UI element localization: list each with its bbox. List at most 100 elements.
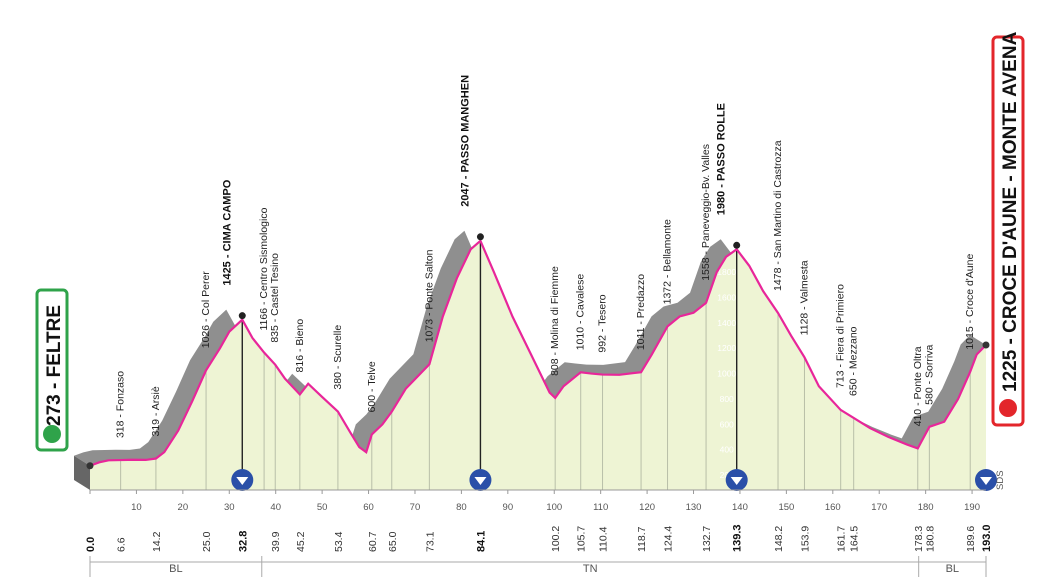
axis-layer: 10 20 30 40 50 60 70 80 90 100 110 120 130 140 150 160 1…	[85, 489, 993, 577]
location-label: 992 - Tesero	[597, 294, 609, 352]
x-tick-label: 20	[178, 502, 189, 513]
location-label: 1478 - San Martino di Castrozza	[772, 140, 784, 291]
location-label: 1010 - Cavalese	[575, 274, 587, 351]
location-label: 1372 - Bellamonte	[662, 219, 674, 304]
road-layer	[86, 233, 990, 470]
x-tick-label: 150	[778, 502, 794, 513]
km-label: 110.4	[598, 526, 610, 552]
region-label: TN	[583, 563, 598, 575]
km-label: 60.7	[367, 531, 379, 552]
x-tick-label: 170	[871, 502, 887, 513]
x-tick-label: 110	[593, 502, 608, 513]
x-tick-label: 120	[639, 502, 655, 513]
location-label: 835 - Castel Tesino	[269, 253, 281, 343]
km-label: 32.8	[237, 531, 249, 552]
km-label: 14.2	[151, 531, 163, 552]
x-tick-label: 60	[363, 502, 374, 513]
climb-label: 1425 - CIMA CAMPO	[221, 179, 233, 285]
location-label: 1073 - Ponte Salton	[423, 249, 435, 342]
km-label: 193.0	[981, 524, 993, 552]
x-tick-label: 10	[131, 502, 142, 513]
finish-box: 1225 - CROCE D'AUNE - MONTE AVENA	[991, 31, 1025, 427]
x-tick-label: 30	[224, 502, 235, 513]
km-label: 100.2	[550, 526, 562, 552]
location-label: 650 - Mezzano	[848, 326, 860, 396]
location-label: 1128 - Valmesta	[798, 260, 810, 335]
km-label: 53.4	[333, 531, 345, 552]
sds-label: SDS	[995, 470, 1006, 490]
altitude-tick-label: 800	[720, 394, 734, 404]
km-label: 132.7	[701, 526, 713, 552]
endpoint-dot	[86, 462, 94, 470]
x-tick-label: 160	[825, 502, 841, 513]
x-tick-label: 70	[410, 502, 421, 513]
endpoint-dot	[982, 341, 990, 349]
profile-fill	[90, 240, 986, 490]
grid-layer: 200 400 600 800 1000 1200 1400 1600 1800	[120, 236, 971, 490]
triangle-icon	[980, 477, 992, 485]
km-label: 148.2	[773, 526, 785, 552]
altitude-tick-label: 1000	[717, 369, 736, 379]
km-label: 153.9	[799, 526, 811, 552]
km-label: 105.7	[576, 526, 588, 552]
location-label: 380 - Scurelle	[332, 325, 344, 390]
bicycle-icon	[43, 425, 61, 443]
location-label: 808 - Molina di Fiemme	[549, 266, 561, 376]
location-label: 1015 - Croce d'Aune	[964, 254, 976, 350]
fill-layer	[90, 240, 986, 490]
km-label: 164.5	[849, 526, 861, 552]
triangle-icon	[730, 477, 743, 485]
x-tick-label: 40	[270, 502, 281, 513]
bicycle-icon	[999, 399, 1017, 417]
altitude-tick-label: 1800	[717, 267, 736, 277]
km-label: 39.9	[270, 531, 282, 552]
altitude-tick-label: 200	[720, 470, 734, 480]
km-label: 25.0	[201, 531, 213, 552]
summit-dot	[238, 312, 246, 320]
location-label: 816 - Bieno	[294, 319, 306, 373]
location-label: 319 - Arsiè	[150, 386, 162, 436]
location-label: 1011 - Predazzo	[635, 274, 647, 350]
altitude-tick-label: 600	[720, 419, 734, 429]
km-label: 6.6	[116, 537, 128, 552]
km-label: 118.7	[636, 526, 648, 552]
km-label: 73.1	[424, 531, 436, 552]
location-label: 600 - Telve	[366, 361, 378, 412]
location-label: 580 - Sorriva	[923, 345, 935, 405]
altitude-tick-label: 400	[720, 445, 734, 455]
location-label: 410 - Ponte Oltra	[912, 346, 924, 426]
road-line	[89, 238, 987, 467]
km-label: 161.7	[836, 526, 848, 552]
km-label: 189.6	[965, 526, 977, 552]
km-label: 180.8	[924, 526, 936, 552]
climb-label: 1980 - PASSO ROLLE	[716, 103, 728, 215]
start-label: 273 - FELTRE	[44, 305, 65, 426]
location-label: 1166 - Centro Sismologico	[258, 207, 270, 330]
climb-label: 2047 - PASSO MANGHEN	[459, 75, 471, 207]
label-layer: 318 - Fonzaso 319 - Arsiè 1026 - Col Perer…	[115, 75, 1006, 491]
x-tick-label: 90	[503, 502, 514, 513]
summit-dot	[476, 233, 484, 241]
region-label: BL	[946, 563, 959, 575]
x-tick-label: 130	[686, 502, 702, 513]
x-tick-label: 50	[317, 502, 328, 513]
triangle-icon	[474, 477, 487, 485]
location-label: 318 - Fonzaso	[115, 371, 127, 438]
km-label: 65.0	[387, 531, 399, 552]
summit-dot	[733, 241, 741, 249]
x-tick-label: 100	[546, 502, 562, 513]
start-box: 273 - FELTRE	[35, 288, 69, 452]
km-label: 124.4	[663, 526, 675, 552]
altitude-tick-label: 1600	[717, 292, 736, 302]
region-label: BL	[169, 563, 182, 575]
x-tick-label: 190	[964, 502, 980, 513]
location-label: 1026 - Col Perer	[200, 271, 212, 349]
location-label: 713 - Fiera di Primiero	[835, 284, 847, 388]
km-label: 0.0	[85, 537, 97, 552]
km-label: 45.2	[295, 531, 307, 552]
location-label: 1558 - Paneveggio-Bv. Valles	[700, 144, 712, 281]
km-label: 84.1	[475, 531, 487, 552]
triangle-icon	[236, 477, 249, 485]
